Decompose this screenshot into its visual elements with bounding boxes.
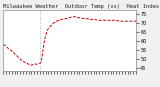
Text: Milwaukee Weather  Outdoor Temp (vs)  Heat Index per Minute (Last 24 Hours): Milwaukee Weather Outdoor Temp (vs) Heat… — [3, 4, 160, 9]
